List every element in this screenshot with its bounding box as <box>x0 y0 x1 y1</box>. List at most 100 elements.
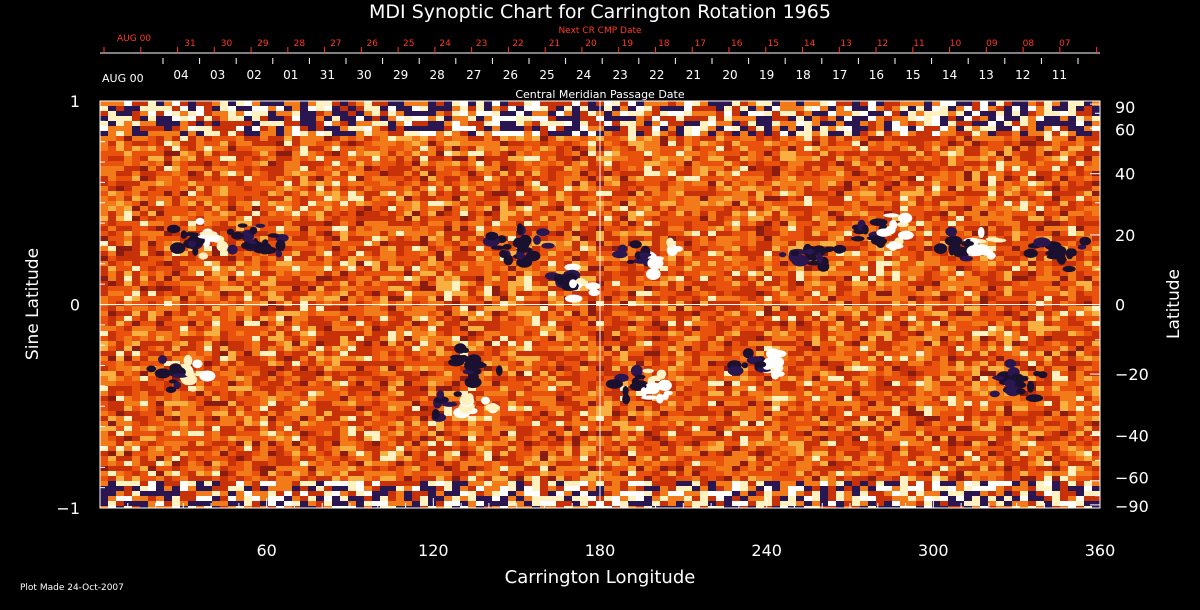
map-cell <box>188 191 196 196</box>
map-cell <box>996 291 1004 296</box>
map-cell <box>604 186 612 191</box>
map-cell <box>740 286 748 291</box>
map-cell <box>132 166 140 171</box>
map-cell <box>156 266 164 271</box>
map-cell <box>692 121 700 126</box>
map-cell <box>788 196 796 201</box>
map-cell <box>892 156 900 161</box>
map-cell <box>932 121 940 126</box>
cmp-tick-label: 26 <box>503 68 518 82</box>
map-cell <box>692 211 700 216</box>
map-cell <box>988 151 996 156</box>
map-cell <box>788 236 796 241</box>
map-cell <box>924 101 932 106</box>
map-cell <box>644 236 652 241</box>
map-cell <box>852 201 860 206</box>
map-cell <box>916 221 924 226</box>
map-cell <box>172 256 180 261</box>
map-cell <box>276 166 284 171</box>
map-cell <box>604 246 612 251</box>
map-cell <box>964 291 972 296</box>
map-cell <box>804 291 812 296</box>
map-cell <box>100 191 108 196</box>
map-cell <box>932 151 940 156</box>
map-cell <box>940 286 948 291</box>
cmp-tick-label: 17 <box>832 68 847 82</box>
map-cell <box>188 276 196 281</box>
map-cell <box>364 256 372 261</box>
map-cell <box>812 196 820 201</box>
map-cell <box>308 101 316 106</box>
map-cell <box>1028 106 1036 111</box>
map-cell <box>732 276 740 281</box>
map-cell <box>708 101 716 106</box>
map-cell <box>356 161 364 166</box>
map-cell <box>740 291 748 296</box>
map-cell <box>452 101 460 106</box>
map-cell <box>564 186 572 191</box>
map-cell <box>220 211 228 216</box>
map-cell <box>348 251 356 256</box>
map-cell <box>420 231 428 236</box>
map-cell <box>844 231 852 236</box>
map-cell <box>772 126 780 131</box>
map-cell <box>380 101 388 106</box>
map-cell <box>124 166 132 171</box>
map-cell <box>644 181 652 186</box>
map-cell <box>132 196 140 201</box>
map-cell <box>1076 276 1084 281</box>
map-cell <box>780 271 788 276</box>
map-cell <box>124 121 132 126</box>
map-cell <box>668 121 676 126</box>
map-cell <box>748 241 756 246</box>
map-cell <box>468 101 476 106</box>
map-cell <box>668 206 676 211</box>
map-cell <box>540 136 548 141</box>
map-cell <box>364 211 372 216</box>
map-cell <box>988 141 996 146</box>
map-cell <box>396 181 404 186</box>
map-cell <box>180 171 188 176</box>
map-cell <box>844 181 852 186</box>
map-cell <box>924 196 932 201</box>
map-cell <box>916 106 924 111</box>
map-cell <box>1036 136 1044 141</box>
map-cell <box>676 136 684 141</box>
map-cell <box>1036 156 1044 161</box>
map-cell <box>500 196 508 201</box>
map-cell <box>676 226 684 231</box>
map-cell <box>1052 161 1060 166</box>
map-cell <box>300 206 308 211</box>
map-cell <box>636 131 644 136</box>
map-cell <box>244 121 252 126</box>
map-cell <box>348 216 356 221</box>
map-cell <box>396 281 404 286</box>
map-cell <box>940 141 948 146</box>
map-cell <box>140 216 148 221</box>
map-cell <box>948 171 956 176</box>
map-cell <box>964 111 972 116</box>
map-cell <box>844 106 852 111</box>
map-cell <box>668 256 676 261</box>
map-cell <box>284 211 292 216</box>
map-cell <box>620 256 628 261</box>
map-cell <box>924 136 932 141</box>
map-cell <box>572 196 580 201</box>
map-cell <box>988 196 996 201</box>
map-cell <box>316 121 324 126</box>
map-cell <box>380 186 388 191</box>
next-cr-tick-label: 20 <box>585 39 597 49</box>
next-cr-tick-label: 07 <box>1059 39 1070 49</box>
map-cell <box>628 206 636 211</box>
map-cell <box>1020 141 1028 146</box>
map-cell <box>580 121 588 126</box>
map-cell <box>244 136 252 141</box>
map-cell <box>932 176 940 181</box>
map-cell <box>204 111 212 116</box>
map-cell <box>1052 181 1060 186</box>
map-cell <box>908 136 916 141</box>
map-cell <box>812 156 820 161</box>
map-cell <box>268 266 276 271</box>
map-cell <box>452 211 460 216</box>
map-cell <box>348 191 356 196</box>
